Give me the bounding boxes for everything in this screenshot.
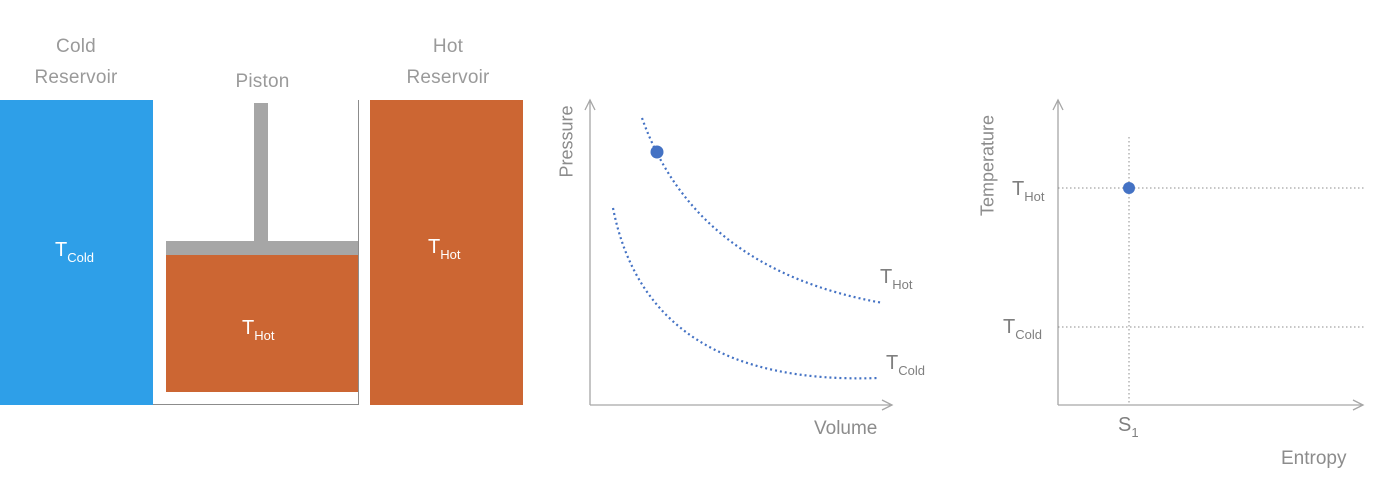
hot-reservoir-title-line2: Reservoir (406, 67, 490, 88)
pv-x-axis-label: Volume (814, 418, 878, 439)
pv-x-arrowhead (881, 399, 894, 411)
ts-guide-lines (1058, 137, 1365, 405)
pv-y-arrowhead (584, 98, 596, 111)
ts-x-axis-label: Entropy (1281, 448, 1347, 469)
pv-axes (584, 98, 894, 411)
ts-x-arrowhead (1352, 399, 1365, 411)
isotherm-hot-curve (640, 117, 884, 305)
cold-reservoir-title-line1: Cold (56, 36, 96, 57)
cold-reservoir: TCold (0, 100, 153, 405)
ts-axes (1052, 98, 1365, 411)
ts-y-arrowhead (1052, 98, 1064, 111)
ts-y-axis-label: Temperature (977, 114, 998, 217)
s1-tick-label: S1 (1118, 414, 1139, 440)
pv-state-point (650, 145, 664, 159)
ts-diagram (1052, 98, 1365, 411)
hot-reservoir-title-line1: Hot (432, 36, 464, 57)
cylinder (153, 100, 359, 406)
pv-diagram (584, 98, 894, 411)
hot-reservoir: THot (370, 100, 523, 405)
piston-rod (254, 103, 268, 243)
gas-temp-label: THot (242, 317, 275, 343)
isotherm-cold-curve (611, 207, 879, 380)
t-hot-tick-label: THot (1012, 178, 1045, 204)
t-cold-tick-label: TCold (1003, 316, 1042, 342)
ts-state-point (1123, 182, 1135, 194)
cold-reservoir-title: Cold Reservoir (0, 31, 152, 93)
piston-title: Piston (235, 71, 290, 92)
hot-reservoir-temp-label: THot (428, 236, 461, 262)
piston-head (166, 241, 358, 255)
gas-chamber: THot (166, 255, 358, 392)
hot-reservoir-title: Hot Reservoir (372, 31, 524, 93)
cylinder-bottom-wall (153, 404, 359, 405)
isotherm-hot-label: THot (880, 266, 913, 292)
cylinder-right-wall (358, 100, 359, 405)
cold-reservoir-title-line2: Reservoir (34, 67, 118, 88)
pv-y-axis-label: Pressure (556, 105, 577, 178)
cold-reservoir-temp-label: TCold (55, 239, 94, 265)
isotherm-cold-label: TCold (886, 352, 925, 378)
